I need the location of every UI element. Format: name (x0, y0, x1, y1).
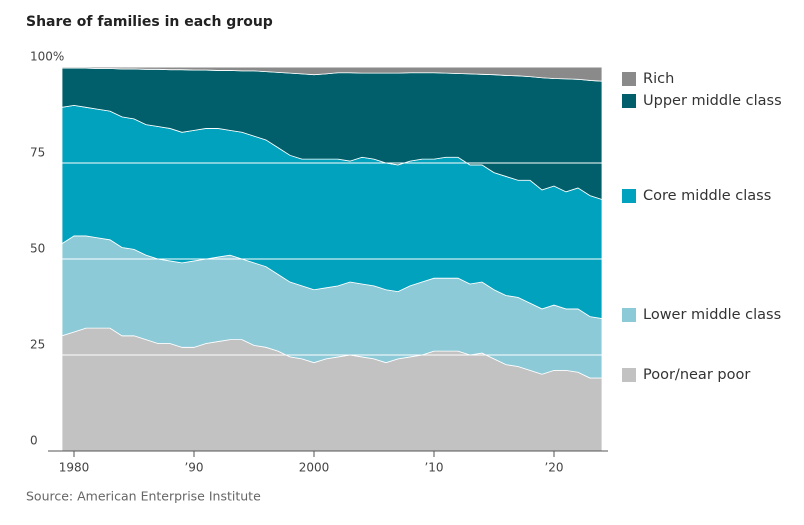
source-note: Source: American Enterprise Institute (26, 489, 261, 504)
x-tick-label: 2000 (299, 461, 330, 475)
y-tick-label: 100% (30, 50, 64, 64)
legend-swatch (622, 189, 636, 203)
x-tick-label: ’20 (544, 461, 563, 475)
legend-label: Upper middle class (643, 93, 782, 109)
legend-swatch (622, 368, 636, 382)
chart-subtitle: Share of families in each group (26, 14, 273, 30)
y-tick-label: 75 (30, 146, 45, 160)
x-tick-label: ’10 (424, 461, 443, 475)
x-tick-label: ’90 (184, 461, 203, 475)
legend-swatch (622, 72, 636, 86)
legend-label: Poor/near poor (643, 367, 750, 383)
legend-swatch (622, 308, 636, 322)
y-tick-label: 50 (30, 242, 45, 256)
x-tick-label: 1980 (59, 461, 90, 475)
y-tick-label: 25 (30, 338, 45, 352)
legend-label: Core middle class (643, 188, 771, 204)
legend-label: Lower middle class (643, 307, 781, 323)
y-tick-label: 0 (30, 434, 38, 448)
legend-swatch (622, 94, 636, 108)
legend-label: Rich (643, 71, 674, 87)
